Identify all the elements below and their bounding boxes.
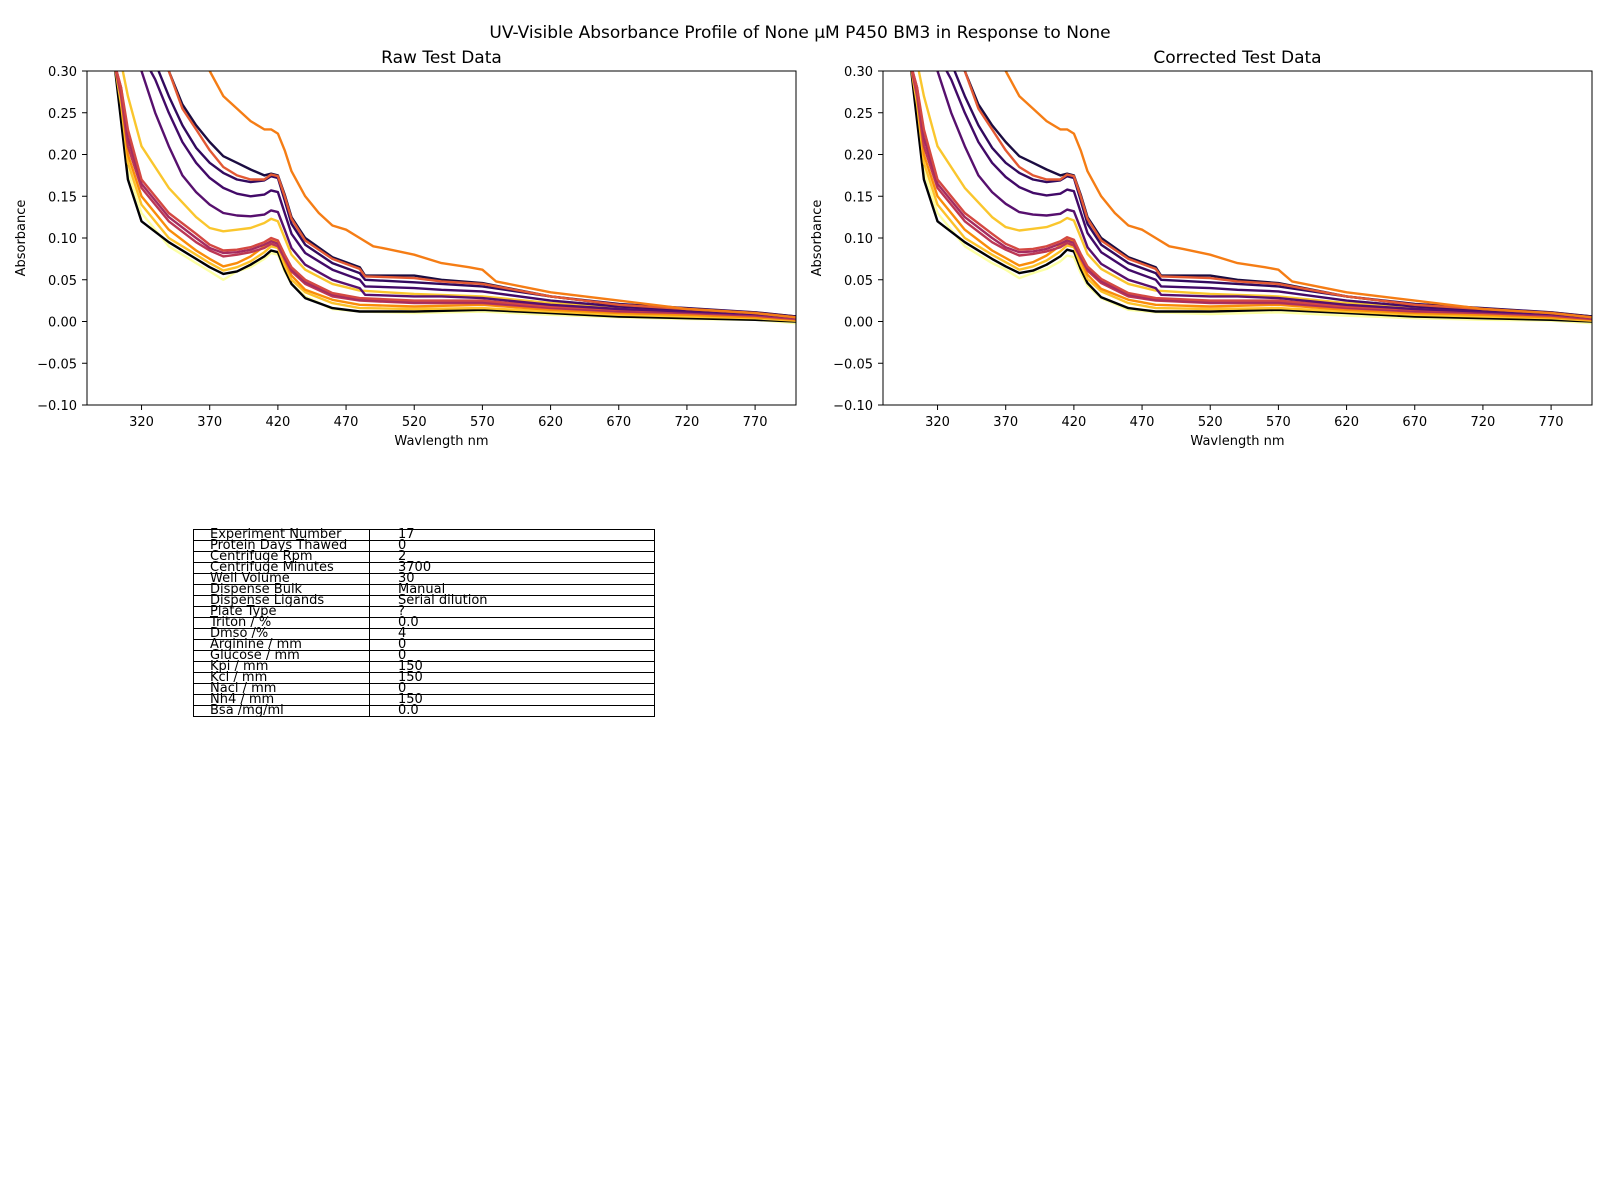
x-tick-label: 620 [1334, 415, 1359, 430]
x-tick-label: 770 [743, 415, 768, 430]
x-tick-label: 570 [470, 415, 495, 430]
x-tick-label: 420 [1061, 415, 1086, 430]
parameter-name: Experiment Number [193, 528, 370, 541]
parameter-value: Manual [369, 583, 655, 596]
table-row: Bsa /mg/ml 0.0 [193, 704, 655, 717]
raw-test-data-panel: 320 370 420 470 520 570 620 670 720 770 −0.10 −0.05… [14, 48, 797, 449]
x-tick-label: 370 [993, 415, 1018, 430]
y-tick-label: 0.15 [844, 190, 873, 205]
series-group [114, 71, 796, 325]
y-tick-label: 0.25 [844, 107, 873, 122]
parameter-name: Kpi / mm [193, 660, 370, 673]
parameter-value: 4 [369, 627, 655, 640]
series-line-8 [935, 71, 1592, 319]
table-row: Glucose / mm 0 [193, 649, 655, 662]
series-line-0 [910, 71, 1592, 325]
y-tick-label: 0.20 [844, 149, 873, 164]
x-tick-label: 670 [606, 415, 631, 430]
table-row: Kcl / mm 150 [193, 671, 655, 684]
y-tick-label: 0.00 [48, 316, 77, 331]
panel-title: Corrected Test Data [1153, 48, 1321, 68]
parameter-value: 17 [369, 528, 655, 541]
series-line-9 [945, 71, 1592, 318]
table-row: Experiment Number 17 [193, 528, 655, 541]
parameter-value: 0 [369, 638, 655, 651]
y-tick-label: 0.05 [48, 274, 77, 289]
x-tick-label: 770 [1539, 415, 1564, 430]
x-tick-label: 320 [129, 415, 154, 430]
x-tick-label: 320 [925, 415, 950, 430]
panel-title: Raw Test Data [381, 48, 502, 68]
series-line-6 [115, 71, 796, 319]
y-tick-label: 0.30 [48, 65, 77, 80]
x-tick-label: 420 [265, 415, 290, 430]
x-tick-label: 570 [1266, 415, 1291, 430]
y-axis-label: Absorbance [810, 200, 825, 277]
parameter-value: Serial dilution [369, 594, 655, 607]
series-line-1 [910, 71, 1592, 323]
experiment-parameters-table: Experiment Number 17 Protein Days Thawed 0 C… [193, 528, 655, 717]
table-row: Centrifuge Rpm 2 [193, 550, 655, 563]
series-line-9 [149, 71, 796, 318]
figure-suptitle: UV-Visible Absorbance Profile of None µM… [489, 23, 1110, 43]
parameter-name: Kcl / mm [193, 671, 370, 684]
y-tick-label: −0.05 [37, 357, 77, 372]
y-axis-label: Absorbance [14, 200, 29, 277]
x-tick-label: 470 [334, 415, 359, 430]
corrected-test-data-panel: 320 370 420 470 520 570 620 670 720 770 −0.10 −0.05… [810, 48, 1593, 449]
x-axis-label: Wavlength nm [1190, 434, 1284, 449]
parameter-value: 150 [369, 671, 655, 684]
x-tick-label: 720 [675, 415, 700, 430]
table-row: Centrifuge Minutes 3700 [193, 561, 655, 574]
x-tick-label: 470 [1130, 415, 1155, 430]
parameter-value: 0 [369, 539, 655, 552]
y-tick-label: −0.10 [37, 399, 77, 414]
series-line-7 [121, 71, 796, 318]
x-tick-label: 520 [402, 415, 427, 430]
y-tick-label: 0.00 [844, 316, 873, 331]
x-tick-label: 670 [1402, 415, 1427, 430]
series-line-13 [1004, 71, 1592, 319]
series-line-7 [917, 71, 1592, 318]
x-tick-label: 720 [1471, 415, 1496, 430]
series-line-12 [963, 71, 1592, 319]
series-line-6 [911, 71, 1592, 319]
table-row: Dispense Bulk Manual [193, 583, 655, 596]
y-tick-label: −0.05 [833, 357, 873, 372]
parameter-value: 0.0 [369, 616, 655, 629]
parameter-value: 0.0 [369, 704, 655, 717]
y-tick-label: −0.10 [833, 399, 873, 414]
y-tick-label: 0.20 [48, 149, 77, 164]
series-line-12 [167, 71, 796, 319]
series-group [910, 71, 1592, 325]
y-tick-label: 0.10 [48, 232, 77, 247]
x-tick-label: 370 [197, 415, 222, 430]
table-row: Well Volume 30 [193, 572, 655, 585]
parameter-name: Nh4 / mm [193, 693, 370, 706]
parameter-name: Bsa /mg/ml [193, 704, 370, 717]
x-axis-label: Wavlength nm [394, 434, 488, 449]
y-tick-label: 0.15 [48, 190, 77, 205]
y-tick-label: 0.10 [844, 232, 873, 247]
y-tick-label: 0.05 [844, 274, 873, 289]
x-tick-label: 620 [538, 415, 563, 430]
parameter-name: Dispense Bulk [193, 583, 370, 596]
y-tick-label: 0.30 [844, 65, 873, 80]
series-line-1 [114, 71, 796, 323]
series-line-8 [139, 71, 796, 319]
y-tick-label: 0.25 [48, 107, 77, 122]
x-tick-label: 520 [1198, 415, 1223, 430]
series-line-13 [208, 71, 796, 319]
table-row: Plate Type? [193, 605, 655, 618]
parameter-name: Glucose / mm [193, 649, 370, 662]
